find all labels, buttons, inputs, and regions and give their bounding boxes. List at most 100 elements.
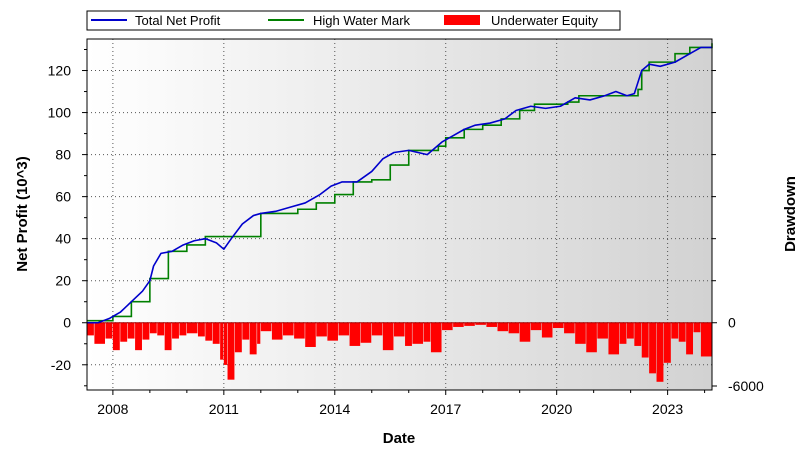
x-tick-label: 2017 <box>430 401 461 417</box>
legend-label-underwater-equity: Underwater Equity <box>491 13 598 28</box>
underwater-bar <box>382 322 394 351</box>
underwater-bar <box>552 322 564 329</box>
underwater-bar <box>205 322 213 341</box>
underwater-bar <box>227 322 235 380</box>
underwater-bar <box>327 322 338 341</box>
underwater-bar <box>149 322 157 334</box>
underwater-bar <box>305 322 316 347</box>
underwater-bar <box>700 322 712 357</box>
y-tick-label: -20 <box>51 357 71 373</box>
x-tick-label: 2008 <box>97 401 128 417</box>
y-axis-right: 0 -6000 <box>712 70 764 394</box>
underwater-bar <box>349 322 361 346</box>
underwater-bar <box>260 322 272 332</box>
x-axis: 2008 2011 2014 2017 2020 2023 <box>97 390 706 417</box>
legend: Total Net Profit High Water Mark Underwa… <box>86 10 621 31</box>
y-tick-label: 120 <box>48 63 72 79</box>
y-tick-label: 40 <box>55 231 71 247</box>
underwater-bar <box>360 322 372 343</box>
underwater-bar <box>686 322 694 355</box>
legend-box <box>86 10 621 31</box>
underwater-bar <box>575 322 586 344</box>
underwater-bar <box>475 322 486 325</box>
underwater-bar <box>294 322 305 339</box>
legend-label-high-water-mark: High Water Mark <box>313 13 411 28</box>
underwater-bar <box>120 322 128 342</box>
underwater-bar <box>423 322 431 342</box>
underwater-bar <box>626 322 634 339</box>
underwater-bar <box>234 322 242 353</box>
underwater-bar <box>223 322 228 365</box>
y-tick-label: 60 <box>55 189 71 205</box>
y-tick-label: 0 <box>63 315 71 331</box>
underwater-bar <box>663 322 671 363</box>
underwater-bar <box>271 322 283 340</box>
y2-axis-title: Drawdown <box>782 176 799 252</box>
underwater-bar <box>541 322 553 338</box>
y-axis-title: Net Profit (10^3) <box>14 156 31 271</box>
underwater-bar <box>105 322 113 339</box>
y-tick-label: 100 <box>48 105 72 121</box>
series-line-high-water-mark <box>87 43 713 322</box>
underwater-bar <box>508 322 520 334</box>
underwater-bar <box>220 322 224 360</box>
series-line-total-net-profit <box>87 46 712 324</box>
underwater-bar <box>430 322 442 353</box>
underwater-bar <box>172 322 179 339</box>
underwater-bar <box>242 322 250 340</box>
y2-tick-label: 0 <box>728 315 736 331</box>
underwater-bar <box>634 322 642 346</box>
underwater-bar <box>197 322 205 337</box>
underwater-bar <box>464 322 475 326</box>
underwater-bar <box>179 322 187 336</box>
x-tick-label: 2011 <box>209 401 239 417</box>
legend-swatch-underwater-equity <box>444 15 480 25</box>
underwater-bar <box>597 322 608 339</box>
underwater-bar <box>316 322 327 337</box>
underwater-bar <box>87 322 94 336</box>
y-axis-left: -20 0 20 40 60 80 100 120 <box>48 49 87 387</box>
y-tick-label: 80 <box>55 147 71 163</box>
underwater-bar <box>338 322 350 336</box>
underwater-bar <box>649 322 657 374</box>
plot-frame <box>86 38 713 391</box>
underwater-equity-series <box>87 322 712 382</box>
underwater-bar <box>157 322 165 336</box>
underwater-bar <box>678 322 686 342</box>
underwater-bar <box>608 322 620 355</box>
underwater-bar <box>112 322 120 351</box>
y-tick-label: 20 <box>55 273 71 289</box>
x-tick-label: 2014 <box>319 401 350 417</box>
underwater-bar <box>564 322 575 334</box>
underwater-bar <box>135 322 142 351</box>
underwater-bar <box>453 322 464 327</box>
underwater-bar <box>405 322 412 346</box>
x-tick-label: 2020 <box>541 401 572 417</box>
underwater-bar <box>142 322 150 340</box>
underwater-bar <box>212 322 220 344</box>
underwater-bar <box>393 322 405 337</box>
underwater-bar <box>371 322 383 336</box>
x-tick-label: 2023 <box>652 401 683 417</box>
line-series <box>87 43 713 324</box>
underwater-bar <box>94 322 105 344</box>
underwater-bar <box>164 322 172 351</box>
underwater-bar <box>412 322 424 344</box>
underwater-bar <box>257 322 261 344</box>
underwater-bar <box>530 322 542 331</box>
underwater-bar <box>586 322 597 353</box>
underwater-bar <box>693 322 701 333</box>
underwater-bar <box>186 322 198 334</box>
underwater-bar <box>249 322 257 355</box>
underwater-bar <box>486 322 498 327</box>
underwater-bar <box>519 322 531 342</box>
y2-tick-label: -6000 <box>728 378 764 394</box>
underwater-bar <box>656 322 664 382</box>
x-axis-title: Date <box>383 430 416 447</box>
underwater-bar <box>671 322 679 339</box>
underwater-bar <box>497 322 509 332</box>
underwater-bar <box>619 322 627 344</box>
legend-label-total-net-profit: Total Net Profit <box>135 13 221 28</box>
underwater-bar <box>283 322 294 336</box>
